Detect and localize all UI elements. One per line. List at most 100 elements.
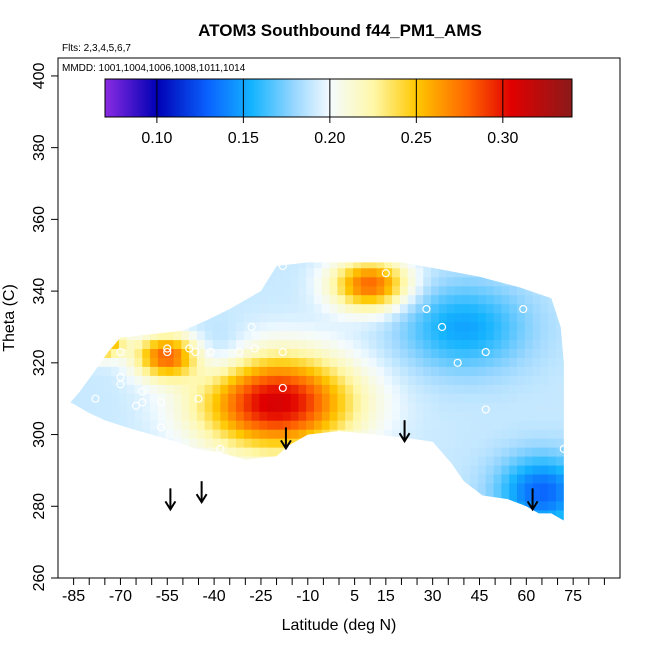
field-cell (470, 474, 479, 484)
field-cell (376, 339, 385, 349)
field-cell (564, 366, 572, 376)
field-cell (517, 357, 526, 367)
field-cell (360, 518, 370, 521)
field-cell (103, 250, 111, 260)
field-cell (267, 429, 276, 439)
field-cell (298, 491, 307, 502)
field-cell (407, 509, 416, 520)
field-cell (556, 465, 564, 475)
field-cell (95, 384, 104, 394)
field-cell (111, 303, 120, 314)
field-cell (485, 474, 494, 484)
field-cell (103, 456, 112, 466)
field-cell (454, 276, 463, 287)
field-cell (282, 303, 292, 314)
field-cell (384, 241, 392, 251)
field-cell (220, 491, 229, 502)
field-cell (111, 411, 120, 421)
field-cell (501, 241, 509, 251)
field-cell (423, 465, 432, 475)
field-cell (157, 321, 167, 332)
field-cell (556, 509, 564, 520)
field-cell (321, 518, 331, 521)
field-cell (243, 348, 253, 358)
field-cell (220, 465, 229, 475)
field-cell (548, 339, 557, 349)
field-cell (196, 330, 206, 341)
field-cell (384, 483, 393, 493)
field-cell (306, 438, 315, 448)
field-cell (134, 267, 143, 278)
field-cell (95, 312, 104, 323)
field-cell (439, 241, 447, 251)
field-cell (360, 366, 370, 376)
field-cell (462, 339, 471, 349)
field-cell (415, 303, 424, 314)
field-cell (251, 491, 260, 502)
field-cell (118, 456, 128, 466)
field-cell (134, 465, 143, 475)
field-cell (173, 447, 182, 457)
field-cell (477, 384, 487, 394)
field-cell (282, 312, 292, 323)
field-cell (118, 483, 128, 493)
field-cell (454, 411, 463, 421)
field-cell (524, 375, 534, 385)
field-cell (501, 483, 510, 493)
field-cell (477, 339, 487, 349)
field-cell (236, 500, 245, 511)
field-cell (392, 429, 401, 439)
field-cell (493, 393, 502, 403)
field-cell (282, 483, 292, 493)
field-cell (306, 366, 315, 376)
field-cell (368, 267, 377, 278)
field-cell (462, 312, 471, 323)
field-cell (298, 348, 307, 358)
field-cell (540, 474, 549, 484)
field-cell (126, 339, 135, 349)
field-cell (314, 312, 323, 323)
field-cell (87, 500, 96, 511)
field-cell (462, 276, 471, 287)
field-cell (540, 348, 549, 358)
field-cell (384, 357, 393, 367)
y-tick-label: 260 (31, 565, 48, 592)
field-cell (532, 411, 541, 421)
field-cell (345, 384, 354, 394)
field-cell (95, 339, 104, 349)
field-cell (204, 294, 213, 305)
sample-point (278, 261, 287, 271)
field-cell (431, 429, 440, 439)
field-cell (220, 411, 229, 421)
field-cell (181, 438, 190, 448)
field-cell (540, 321, 549, 332)
field-cell (407, 312, 416, 323)
field-cell (524, 262, 534, 269)
field-cell (399, 366, 409, 376)
field-cell (462, 491, 471, 502)
field-cell (572, 465, 580, 475)
field-cell (524, 491, 534, 502)
field-cell (298, 500, 307, 511)
field-cell (493, 483, 502, 493)
field-cell (353, 339, 362, 349)
field-cell (337, 393, 346, 403)
field-cell (446, 348, 455, 358)
field-cell (462, 420, 471, 430)
field-cell (165, 285, 174, 296)
field-cell (439, 250, 447, 260)
field-cell (70, 509, 73, 520)
field-cell (485, 393, 494, 403)
field-cell (306, 330, 315, 341)
field-cell (189, 465, 198, 475)
field-cell (399, 339, 409, 349)
field-cell (306, 321, 315, 332)
field-cell (173, 384, 182, 394)
field-cell (95, 330, 104, 341)
field-cell (572, 241, 580, 251)
field-cell (306, 384, 315, 394)
field-cell (399, 456, 409, 466)
field-cell (360, 312, 370, 323)
field-cell (470, 262, 479, 269)
field-cell (501, 321, 510, 332)
